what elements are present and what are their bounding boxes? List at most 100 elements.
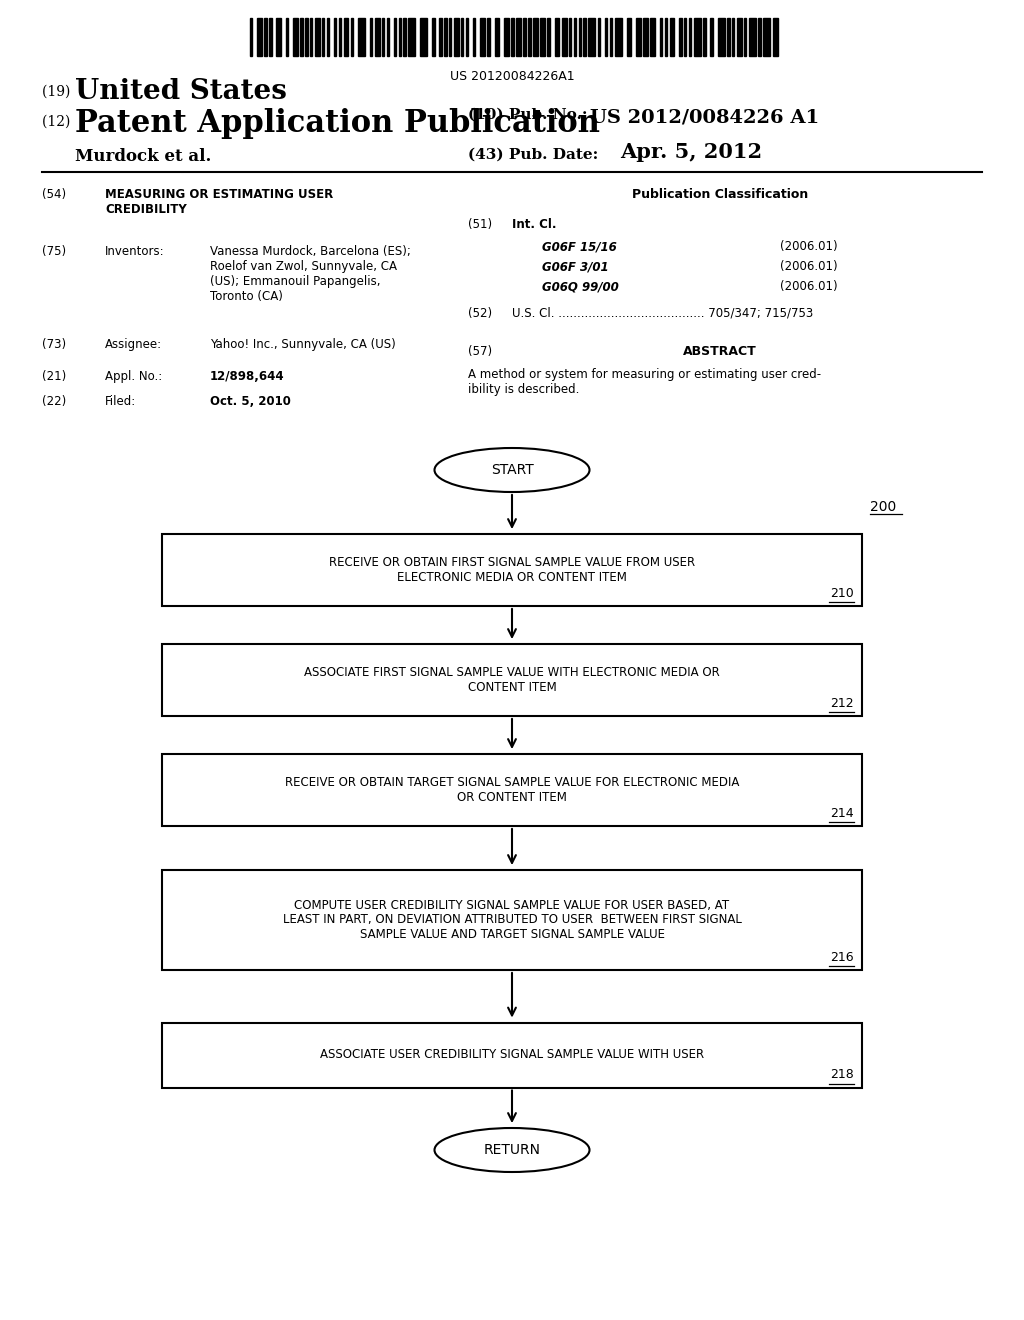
Text: 212: 212 (830, 697, 854, 710)
Bar (532, 18, 538, 55)
Text: 12/898,644: 12/898,644 (210, 370, 285, 383)
Bar (528, 18, 530, 55)
Bar (749, 18, 756, 55)
Text: Publication Classification: Publication Classification (632, 187, 808, 201)
Text: RETURN: RETURN (483, 1143, 541, 1158)
Bar (718, 18, 725, 55)
Text: U.S. Cl. ....................................... 705/347; 715/753: U.S. Cl. ...............................… (512, 308, 813, 319)
Text: (73): (73) (42, 338, 67, 351)
Text: 200: 200 (870, 500, 896, 513)
Text: Assignee:: Assignee: (105, 338, 162, 351)
Bar (358, 18, 366, 55)
Bar (351, 18, 353, 55)
Bar (609, 18, 612, 55)
Bar (732, 18, 734, 55)
Bar (660, 18, 663, 55)
Bar (305, 18, 307, 55)
Bar (387, 18, 389, 55)
Bar (605, 18, 607, 55)
Text: ASSOCIATE FIRST SIGNAL SAMPLE VALUE WITH ELECTRONIC MEDIA OR
CONTENT ITEM: ASSOCIATE FIRST SIGNAL SAMPLE VALUE WITH… (304, 667, 720, 694)
Text: (10) Pub. No.:: (10) Pub. No.: (468, 108, 588, 121)
Bar (375, 18, 380, 55)
Bar (679, 18, 682, 55)
Text: (2006.01): (2006.01) (780, 240, 838, 253)
Text: US 2012/0084226 A1: US 2012/0084226 A1 (590, 108, 819, 125)
Bar (588, 18, 595, 55)
Bar (703, 18, 706, 55)
Text: ABSTRACT: ABSTRACT (683, 345, 757, 358)
Bar (579, 18, 581, 55)
Text: Murdock et al.: Murdock et al. (75, 148, 211, 165)
Bar (744, 18, 746, 55)
Text: RECEIVE OR OBTAIN TARGET SIGNAL SAMPLE VALUE FOR ELECTRONIC MEDIA
OR CONTENT ITE: RECEIVE OR OBTAIN TARGET SIGNAL SAMPLE V… (285, 776, 739, 804)
Bar (569, 18, 571, 55)
Bar (409, 18, 416, 55)
Bar (759, 18, 761, 55)
Bar (763, 18, 770, 55)
Bar (727, 18, 730, 55)
Text: (52): (52) (468, 308, 493, 319)
Text: 218: 218 (830, 1068, 854, 1081)
Bar (511, 18, 514, 55)
Bar (650, 18, 655, 55)
Bar (432, 18, 434, 55)
Bar (334, 18, 336, 55)
Bar (548, 18, 550, 55)
Bar (466, 18, 468, 55)
Text: RECEIVE OR OBTAIN FIRST SIGNAL SAMPLE VALUE FROM USER
ELECTRONIC MEDIA OR CONTEN: RECEIVE OR OBTAIN FIRST SIGNAL SAMPLE VA… (329, 556, 695, 583)
Text: MEASURING OR ESTIMATING USER
CREDIBILITY: MEASURING OR ESTIMATING USER CREDIBILITY (105, 187, 333, 216)
Bar (162, 754, 862, 826)
Bar (562, 18, 566, 55)
Bar (420, 18, 427, 55)
Text: 210: 210 (830, 587, 854, 601)
Bar (162, 644, 862, 715)
Text: United States: United States (75, 78, 287, 106)
Text: (21): (21) (42, 370, 67, 383)
Bar (516, 18, 521, 55)
Bar (162, 535, 862, 606)
Bar (684, 18, 686, 55)
Bar (339, 18, 341, 55)
Bar (264, 18, 267, 55)
Bar (343, 18, 348, 55)
Bar (394, 18, 396, 55)
Text: COMPUTE USER CREDIBILITY SIGNAL SAMPLE VALUE FOR USER BASED, AT
LEAST IN PART, O: COMPUTE USER CREDIBILITY SIGNAL SAMPLE V… (283, 899, 741, 941)
Text: G06F 15/16: G06F 15/16 (542, 240, 616, 253)
Bar (495, 18, 500, 55)
Bar (322, 18, 325, 55)
Bar (541, 18, 545, 55)
Text: A method or system for measuring or estimating user cred-
ibility is described.: A method or system for measuring or esti… (468, 368, 821, 396)
Text: (19): (19) (42, 84, 75, 99)
Bar (665, 18, 668, 55)
Text: 216: 216 (830, 950, 854, 964)
Bar (584, 18, 586, 55)
Bar (269, 18, 271, 55)
Text: US 20120084226A1: US 20120084226A1 (450, 70, 574, 83)
Text: G06Q 99/00: G06Q 99/00 (542, 280, 618, 293)
Bar (480, 18, 485, 55)
Bar (327, 18, 329, 55)
Text: Yahoo! Inc., Sunnyvale, CA (US): Yahoo! Inc., Sunnyvale, CA (US) (210, 338, 395, 351)
Text: (2006.01): (2006.01) (780, 280, 838, 293)
Bar (487, 18, 489, 55)
Text: (51): (51) (468, 218, 493, 231)
Text: Patent Application Publication: Patent Application Publication (75, 108, 600, 139)
Text: Inventors:: Inventors: (105, 246, 165, 257)
Text: (57): (57) (468, 345, 493, 358)
Bar (773, 18, 777, 55)
Bar (398, 18, 401, 55)
Text: Filed:: Filed: (105, 395, 136, 408)
Bar (276, 18, 282, 55)
Bar (286, 18, 289, 55)
Text: (12): (12) (42, 115, 75, 129)
Bar (444, 18, 446, 55)
Text: ASSOCIATE USER CREDIBILITY SIGNAL SAMPLE VALUE WITH USER: ASSOCIATE USER CREDIBILITY SIGNAL SAMPLE… (319, 1048, 705, 1061)
Text: Oct. 5, 2010: Oct. 5, 2010 (210, 395, 291, 408)
Bar (523, 18, 525, 55)
Bar (310, 18, 312, 55)
Text: START: START (490, 463, 534, 477)
Bar (573, 18, 577, 55)
Text: Vanessa Murdock, Barcelona (ES);
Roelof van Zwol, Sunnyvale, CA
(US); Emmanouil : Vanessa Murdock, Barcelona (ES); Roelof … (210, 246, 411, 304)
Bar (439, 18, 441, 55)
Bar (598, 18, 600, 55)
